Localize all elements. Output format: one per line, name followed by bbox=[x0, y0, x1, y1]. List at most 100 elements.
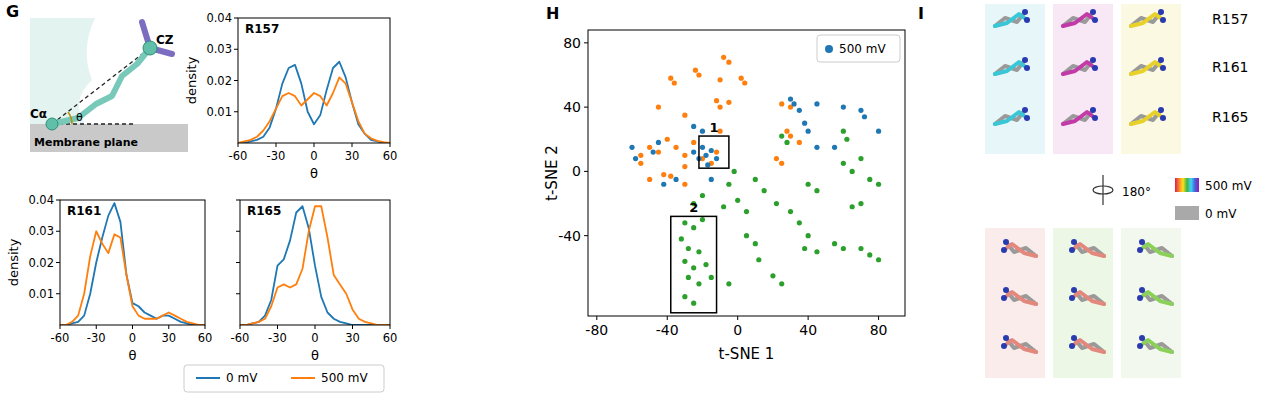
scatter-point bbox=[753, 177, 758, 182]
atom bbox=[1069, 343, 1075, 349]
plot-area bbox=[238, 62, 390, 143]
scatter-point bbox=[665, 137, 670, 142]
atom-label: CZ bbox=[156, 33, 174, 47]
x-tick-label: -40 bbox=[656, 322, 679, 338]
atom bbox=[1024, 115, 1030, 121]
helix-bottom bbox=[985, 228, 1045, 378]
y-tick-label: 80 bbox=[563, 35, 581, 51]
y-tick bbox=[236, 200, 240, 201]
y-tick bbox=[584, 42, 588, 43]
scatter-point bbox=[633, 156, 638, 161]
region-box bbox=[671, 216, 717, 312]
residue-500mv bbox=[995, 112, 1027, 124]
scatter-point bbox=[844, 137, 849, 142]
y-tick-label: 0.04 bbox=[28, 193, 54, 207]
legend-label: 0 mV bbox=[226, 371, 258, 385]
x-tick-label: 30 bbox=[161, 331, 176, 345]
atom bbox=[1092, 17, 1098, 23]
vector-line bbox=[52, 48, 150, 124]
scatter-point bbox=[647, 177, 652, 182]
y-tick-label: -40 bbox=[558, 228, 581, 244]
scatter-point bbox=[638, 161, 643, 166]
density-line bbox=[238, 77, 390, 143]
scatter-point bbox=[753, 241, 758, 246]
rotation-label: 180° bbox=[1122, 185, 1151, 199]
scatter-point bbox=[858, 201, 863, 206]
scatter-point bbox=[814, 145, 819, 150]
legend-swatch bbox=[291, 377, 315, 379]
x-tick bbox=[132, 325, 133, 329]
panel-letter: I bbox=[918, 4, 924, 23]
scatter-point bbox=[806, 129, 811, 134]
y-axis-label: t-SNE 2 bbox=[543, 145, 561, 201]
x-tick-label: -30 bbox=[267, 149, 286, 163]
atom bbox=[1090, 9, 1096, 15]
cz-atom bbox=[143, 41, 157, 55]
y-tick bbox=[236, 293, 240, 294]
panel-letter: H bbox=[546, 4, 559, 23]
y-tick-label: 0.03 bbox=[206, 42, 232, 56]
x-axis-label: θ bbox=[310, 166, 318, 181]
y-tick-label: 0.04 bbox=[206, 11, 232, 25]
y-tick bbox=[584, 171, 588, 172]
x-tick-label: 40 bbox=[799, 322, 817, 338]
x-tick bbox=[390, 325, 391, 329]
scatter-point bbox=[700, 145, 705, 150]
legend-label: 500 mV bbox=[839, 42, 886, 56]
atom bbox=[1139, 287, 1145, 293]
x-tick bbox=[277, 325, 278, 329]
scatter-point bbox=[726, 100, 731, 105]
angle-label: θ bbox=[76, 111, 83, 124]
scatter-point bbox=[714, 98, 719, 103]
scatter-point bbox=[705, 162, 710, 167]
scatter-point bbox=[814, 188, 819, 193]
scatter-point bbox=[691, 140, 696, 145]
side-chain bbox=[52, 48, 150, 124]
region-label: 1 bbox=[709, 120, 718, 135]
scatter-point bbox=[682, 113, 687, 118]
scatter-point bbox=[802, 246, 807, 251]
scatter-point bbox=[867, 252, 872, 257]
atom bbox=[1092, 115, 1098, 121]
x-axis-label: t-SNE 1 bbox=[719, 345, 775, 363]
x-tick-label: -60 bbox=[229, 149, 248, 163]
x-tick bbox=[878, 316, 879, 320]
residue-500mv bbox=[1004, 340, 1036, 352]
x-tick bbox=[667, 316, 668, 320]
chart-title: R157 bbox=[245, 22, 279, 36]
calpha-atom bbox=[46, 118, 58, 130]
scatter-point bbox=[668, 76, 673, 81]
scatter-point bbox=[682, 259, 687, 264]
scatter-point bbox=[714, 150, 719, 155]
x-tick bbox=[352, 325, 353, 329]
residue-label: R165 bbox=[1212, 109, 1248, 125]
residue-500mv bbox=[995, 62, 1027, 74]
residue-500mv bbox=[1140, 340, 1172, 352]
scatter-point bbox=[841, 105, 846, 110]
x-tick bbox=[240, 325, 241, 329]
scatter-point bbox=[797, 140, 802, 145]
scatter-point bbox=[682, 153, 687, 158]
atom bbox=[1069, 247, 1075, 253]
y-tick bbox=[236, 231, 240, 232]
x-tick-label: 0 bbox=[311, 331, 318, 345]
scatter-point bbox=[742, 80, 747, 85]
atom bbox=[1090, 57, 1096, 63]
y-tick-label: 0 bbox=[572, 163, 581, 179]
scatter-point bbox=[703, 262, 708, 267]
residue-500mv bbox=[1004, 292, 1036, 304]
atom bbox=[1071, 239, 1077, 245]
legend-swatch bbox=[825, 45, 833, 53]
atom bbox=[1001, 247, 1007, 253]
x-tick bbox=[205, 325, 206, 329]
x-tick-label: -30 bbox=[87, 331, 106, 345]
residue-500mv bbox=[1131, 14, 1163, 26]
y-tick bbox=[56, 231, 60, 232]
density-chart: -60-30030600.010.020.030.04R161θdensity bbox=[6, 193, 212, 363]
scatter-point bbox=[693, 68, 698, 73]
x-tick bbox=[60, 325, 61, 329]
scatter-point bbox=[700, 129, 705, 134]
scatter-point bbox=[700, 193, 705, 198]
x-tick-label: -60 bbox=[51, 331, 70, 345]
atom bbox=[1160, 115, 1166, 121]
